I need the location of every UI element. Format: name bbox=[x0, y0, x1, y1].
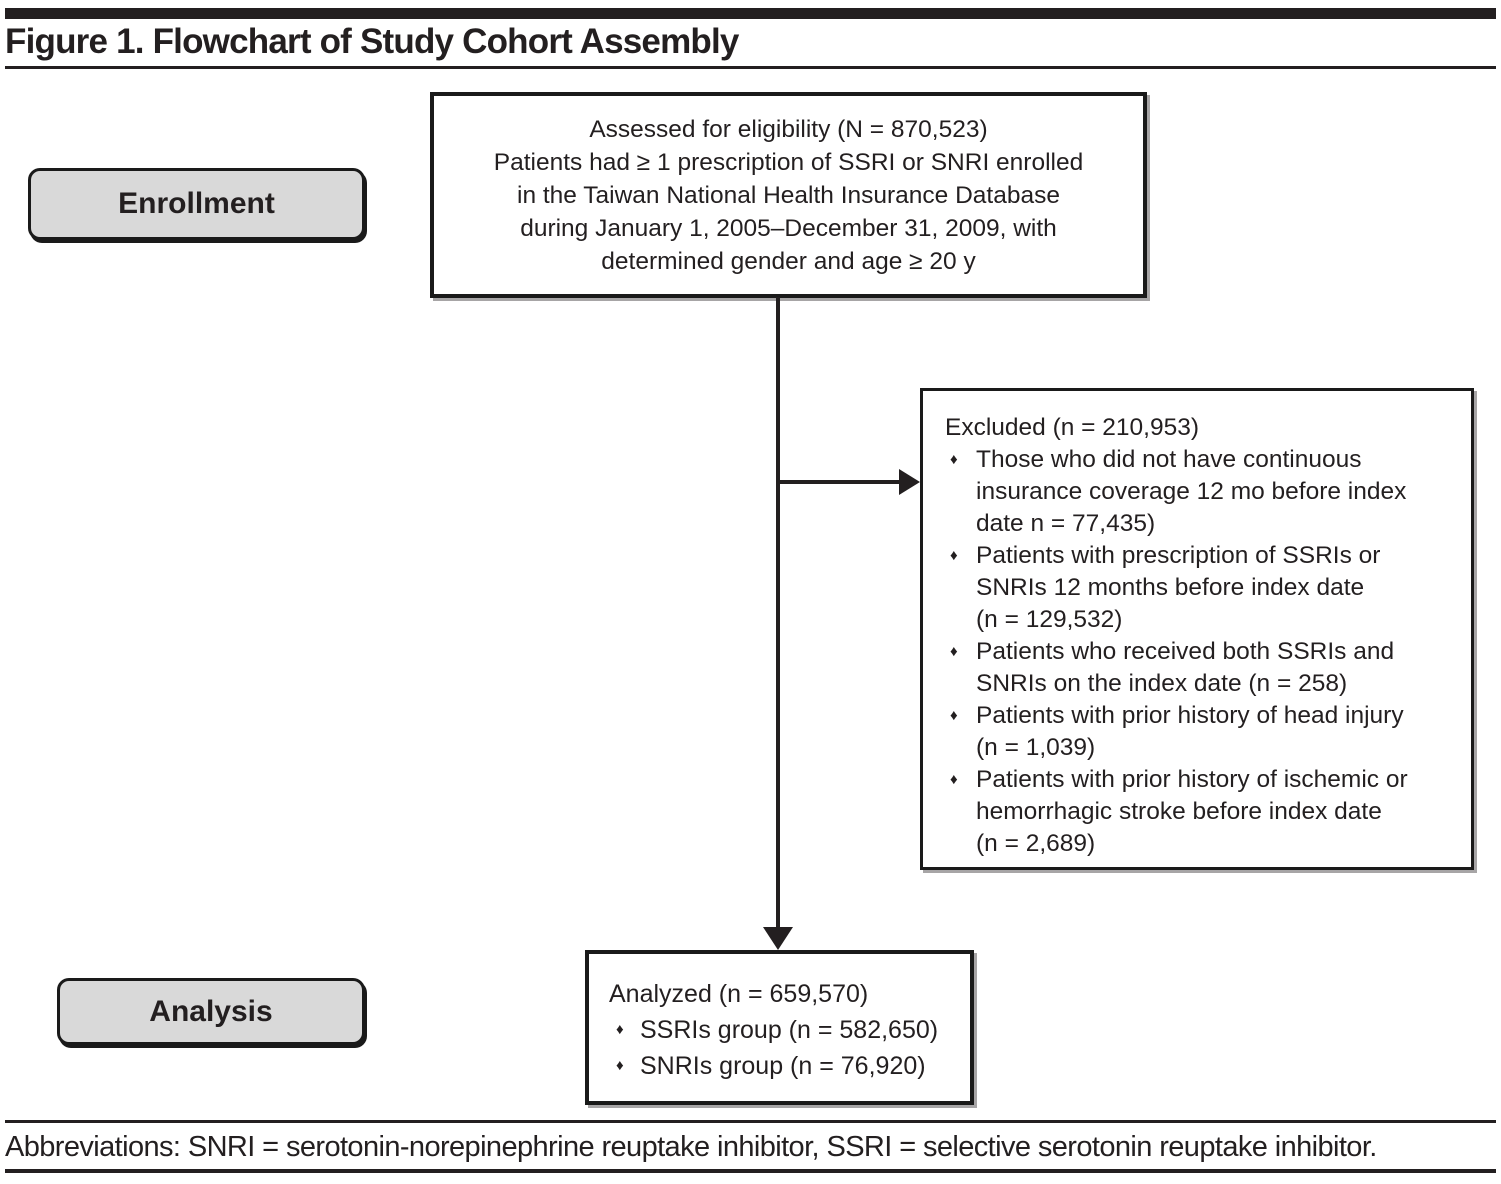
vertical-connector-line bbox=[776, 297, 780, 929]
analysis-stage-label: Analysis bbox=[149, 994, 273, 1028]
diamond-bullet-icon: ♦ bbox=[616, 1057, 624, 1074]
down-arrowhead-icon bbox=[763, 927, 793, 950]
eligibility-line: in the Taiwan National Health Insurance … bbox=[517, 181, 1060, 209]
excluded-bullet-line: date n = 77,435) bbox=[976, 510, 1156, 537]
diamond-bullet-icon: ♦ bbox=[950, 451, 958, 468]
horizontal-connector-line bbox=[778, 480, 904, 484]
excluded-heading: Excluded (n = 210,953) bbox=[945, 414, 1200, 441]
diamond-bullet-icon: ♦ bbox=[950, 643, 958, 660]
excluded-bullet-line: (n = 1,039) bbox=[976, 734, 1096, 761]
excluded-bullet-line: (n = 129,532) bbox=[976, 606, 1123, 633]
excluded-bullet: ♦ Patients with prescription of SSRIs or… bbox=[945, 540, 1457, 636]
excluded-bullet-line: SNRIs 12 months before index date bbox=[976, 574, 1365, 601]
eligibility-line: Patients had ≥ 1 prescription of SSRI or… bbox=[493, 148, 1084, 176]
excluded-bullet-line: Patients with prior history of ischemic … bbox=[976, 766, 1408, 793]
analysis-stage-box: Analysis bbox=[57, 978, 365, 1045]
excluded-bullet: ♦ Patients with prior history of ischemi… bbox=[945, 764, 1457, 860]
analyzed-heading: Analyzed (n = 659,570) bbox=[609, 980, 869, 1008]
figure-title: Figure 1. Flowchart of Study Cohort Asse… bbox=[5, 22, 739, 61]
eligibility-line: Assessed for eligibility (N = 870,523) bbox=[589, 115, 988, 143]
excluded-bullet: ♦ Those who did not have continuous insu… bbox=[945, 444, 1457, 540]
excluded-bullet-line: Patients who received both SSRIs and bbox=[976, 638, 1395, 665]
excluded-bullet-line: Those who did not have continuous bbox=[976, 446, 1362, 473]
analyzed-bullet-line: SSRIs group (n = 582,650) bbox=[640, 1016, 939, 1044]
top-rule-thick bbox=[5, 8, 1496, 19]
eligibility-line: during January 1, 2005–December 31, 2009… bbox=[520, 214, 1057, 242]
diamond-bullet-icon: ♦ bbox=[950, 547, 958, 564]
diamond-bullet-icon: ♦ bbox=[950, 707, 958, 724]
excluded-bullet-line: hemorrhagic stroke before index date bbox=[976, 798, 1382, 825]
enrollment-stage-label: Enrollment bbox=[118, 187, 275, 220]
title-rule bbox=[5, 66, 1496, 69]
excluded-bullet: ♦ Patients with prior history of head in… bbox=[945, 700, 1457, 764]
excluded-bullet-line: SNRIs on the index date (n = 258) bbox=[976, 670, 1348, 697]
excluded-bullet: ♦ Patients who received both SSRIs and S… bbox=[945, 636, 1457, 700]
analyzed-bullet: ♦ SSRIs group (n = 582,650) bbox=[609, 1012, 958, 1048]
diamond-bullet-icon: ♦ bbox=[616, 1021, 624, 1038]
enrollment-stage-box: Enrollment bbox=[28, 168, 365, 240]
excluded-bullet-line: (n = 2,689) bbox=[976, 830, 1096, 857]
excluded-bullet-line: Patients with prescription of SSRIs or bbox=[976, 542, 1381, 569]
analyzed-bullet-line: SNRIs group (n = 76,920) bbox=[640, 1052, 926, 1080]
eligibility-box: Assessed for eligibility (N = 870,523) P… bbox=[430, 92, 1147, 298]
excluded-box: Excluded (n = 210,953) ♦ Those who did n… bbox=[920, 388, 1474, 870]
abbreviations-note: Abbreviations: SNRI = serotonin-norepine… bbox=[5, 1131, 1377, 1163]
analyzed-bullet: ♦ SNRIs group (n = 76,920) bbox=[609, 1048, 958, 1084]
analyzed-box: Analyzed (n = 659,570) ♦ SSRIs group (n … bbox=[585, 950, 974, 1105]
footer-rule-bottom bbox=[5, 1169, 1496, 1173]
diamond-bullet-icon: ♦ bbox=[950, 771, 958, 788]
right-arrowhead-icon bbox=[899, 469, 920, 495]
excluded-bullet-line: insurance coverage 12 mo before index bbox=[976, 478, 1407, 505]
footer-rule-top bbox=[5, 1120, 1496, 1123]
eligibility-line: determined gender and age ≥ 20 y bbox=[601, 247, 976, 275]
excluded-bullet-line: Patients with prior history of head inju… bbox=[976, 702, 1404, 729]
